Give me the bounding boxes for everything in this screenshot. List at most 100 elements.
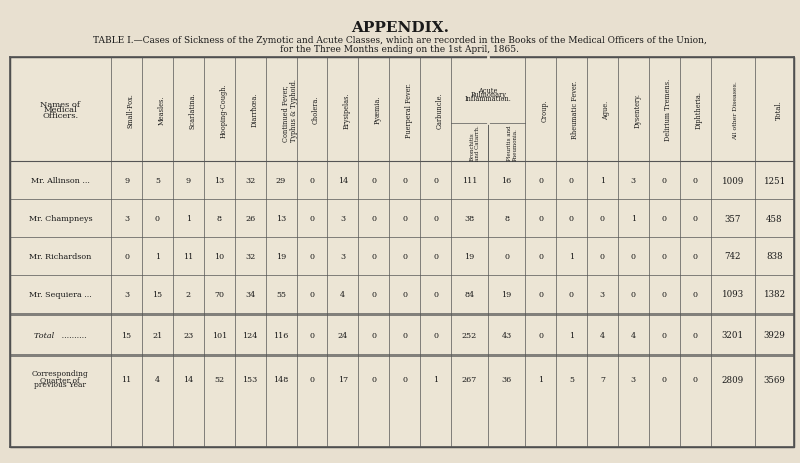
Text: 24: 24 [338,331,348,339]
Text: 9: 9 [124,177,129,185]
Text: 0: 0 [433,290,438,298]
Text: Diphtheria.: Diphtheria. [695,91,703,129]
Text: 0: 0 [630,290,636,298]
Text: 0: 0 [569,177,574,185]
Text: 0: 0 [662,331,666,339]
Text: 15: 15 [153,290,162,298]
Text: Officers.: Officers. [42,112,78,119]
Text: Hooping-Cough.: Hooping-Cough. [219,83,227,137]
Text: 5: 5 [569,375,574,383]
Text: 4: 4 [340,290,346,298]
Text: 11: 11 [122,375,132,383]
Text: 0: 0 [538,177,543,185]
Text: 3: 3 [630,177,636,185]
Text: 15: 15 [122,331,132,339]
Text: 148: 148 [274,375,289,383]
Text: 0: 0 [371,177,376,185]
Text: 32: 32 [245,177,255,185]
Text: 3: 3 [340,215,346,223]
Text: Quarter of: Quarter of [41,375,80,383]
Text: 0: 0 [433,252,438,260]
Text: 0: 0 [569,290,574,298]
Text: 0: 0 [662,215,666,223]
Text: Carbuncle.: Carbuncle. [435,92,443,128]
Text: 17: 17 [338,375,348,383]
Text: 23: 23 [183,331,194,339]
Text: 0: 0 [402,290,407,298]
Text: Croup.: Croup. [541,99,549,121]
Text: 0: 0 [124,252,129,260]
Text: Diarrħœa.: Diarrħœa. [250,93,258,127]
Text: 21: 21 [152,331,162,339]
Text: 838: 838 [766,252,783,261]
Text: Dysentery.: Dysentery. [634,93,642,127]
Text: Mr. Champneys: Mr. Champneys [29,215,92,223]
Text: Bronchitis
and Catarrh.: Bronchitis and Catarrh. [470,125,480,161]
Text: 1: 1 [433,375,438,383]
Text: 0: 0 [662,290,666,298]
Text: 0: 0 [662,252,666,260]
Text: 4: 4 [155,375,160,383]
Text: 0: 0 [371,331,376,339]
Text: 3: 3 [340,252,346,260]
Text: Mr. Allinson ...: Mr. Allinson ... [31,177,90,185]
Text: Continued Fever,
Typhus & Typhoid.: Continued Fever, Typhus & Typhoid. [281,79,298,141]
Text: 0: 0 [310,290,314,298]
Text: 34: 34 [245,290,255,298]
Text: Puerperal Fever.: Puerperal Fever. [405,82,413,138]
Text: 0: 0 [402,375,407,383]
Text: Scarlatina.: Scarlatina. [188,92,196,128]
Text: 2: 2 [186,290,191,298]
Text: 124: 124 [242,331,258,339]
Text: 2809: 2809 [722,375,744,384]
Text: 3929: 3929 [763,330,786,339]
Text: Pyæmia.: Pyæmia. [374,96,382,124]
Text: 29: 29 [276,177,286,185]
Text: for the Three Months ending on the 1st April, 1865.: for the Three Months ending on the 1st A… [281,45,519,54]
Text: 0: 0 [310,252,314,260]
Text: 1: 1 [186,215,191,223]
Text: 0: 0 [310,375,314,383]
Text: 1: 1 [569,252,574,260]
Text: 14: 14 [338,177,348,185]
Text: 0: 0 [630,252,636,260]
Text: Erysipelas.: Erysipelas. [343,92,351,128]
Text: 32: 32 [245,252,255,260]
Text: 742: 742 [724,252,741,261]
Text: 16: 16 [502,177,512,185]
Text: All other Diseases.: All other Diseases. [733,81,738,139]
Text: 4: 4 [600,331,605,339]
Text: APPENDIX.: APPENDIX. [351,21,449,35]
Text: Mr. Sequiera ...: Mr. Sequiera ... [29,290,92,298]
Text: TABLE I.—Cases of Sickness of the Zymotic and Acute Classes, which are recorded : TABLE I.—Cases of Sickness of the Zymoti… [93,36,707,45]
Text: 0: 0 [402,177,407,185]
Text: 0: 0 [662,177,666,185]
Text: 1: 1 [569,331,574,339]
Text: 1382: 1382 [763,290,786,299]
Text: 11: 11 [183,252,194,260]
Text: 0: 0 [402,215,407,223]
Text: Pulmonary: Pulmonary [470,91,506,99]
Text: 0: 0 [538,215,543,223]
Text: Names of: Names of [40,100,80,108]
Text: Pleuritis and
Pneumonia.: Pleuritis and Pneumonia. [506,125,518,161]
Text: 0: 0 [371,375,376,383]
Text: previous Year: previous Year [34,381,86,388]
Text: 0: 0 [433,215,438,223]
Text: 0: 0 [662,375,666,383]
Text: 19: 19 [276,252,286,260]
Text: Mr. Richardson: Mr. Richardson [29,252,91,260]
Text: 4: 4 [630,331,636,339]
Text: 0: 0 [693,290,698,298]
Text: 0: 0 [693,215,698,223]
Text: 38: 38 [465,215,474,223]
Text: 0: 0 [538,252,543,260]
Text: 267: 267 [462,375,477,383]
Text: 52: 52 [214,375,224,383]
Text: 19: 19 [502,290,512,298]
Text: 101: 101 [212,331,227,339]
Text: 8: 8 [217,215,222,223]
Text: 1093: 1093 [722,290,744,299]
Text: 252: 252 [462,331,477,339]
Text: 0: 0 [402,331,407,339]
